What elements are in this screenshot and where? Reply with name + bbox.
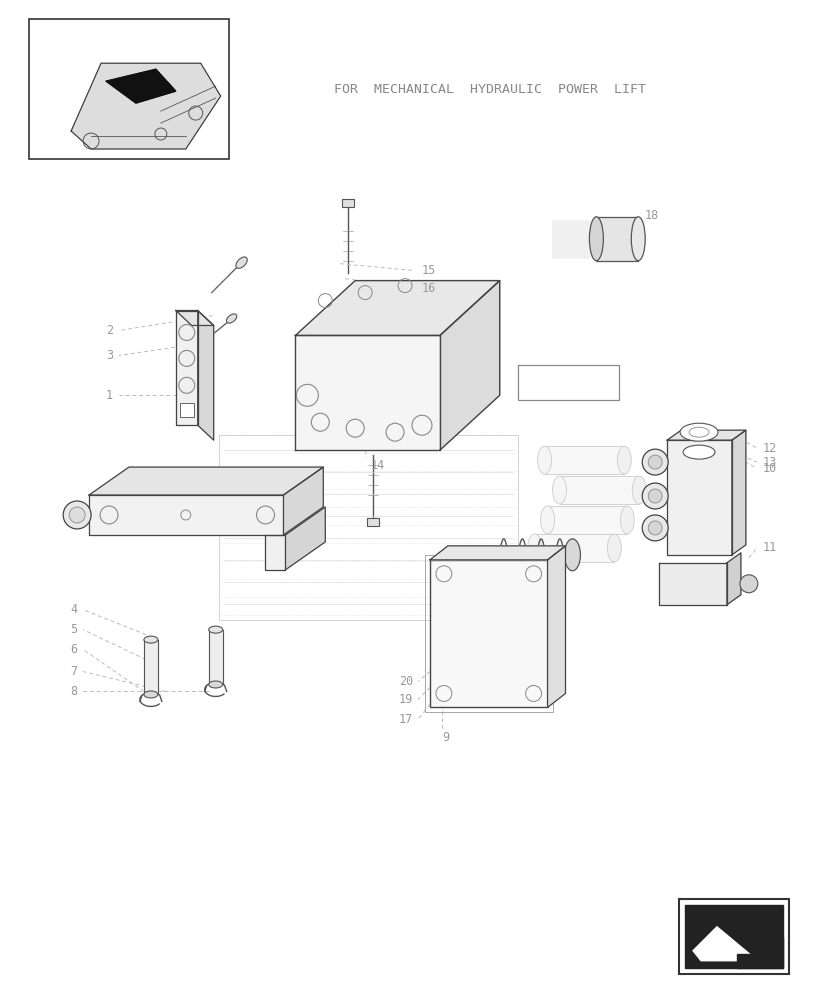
Polygon shape xyxy=(198,311,213,440)
Polygon shape xyxy=(429,546,565,560)
Text: 9: 9 xyxy=(442,731,448,744)
Text: 15: 15 xyxy=(422,264,436,277)
Ellipse shape xyxy=(564,539,580,571)
Ellipse shape xyxy=(682,445,715,459)
Text: 17: 17 xyxy=(399,713,413,726)
Polygon shape xyxy=(534,534,614,562)
Text: 14: 14 xyxy=(370,459,384,472)
Circle shape xyxy=(642,483,667,509)
Bar xyxy=(424,555,552,712)
Circle shape xyxy=(739,575,757,593)
Ellipse shape xyxy=(688,427,708,437)
Polygon shape xyxy=(89,467,323,495)
Polygon shape xyxy=(559,476,638,504)
Text: 18: 18 xyxy=(643,209,657,222)
Ellipse shape xyxy=(589,217,603,261)
Polygon shape xyxy=(544,446,624,474)
Polygon shape xyxy=(551,221,589,257)
Polygon shape xyxy=(547,546,565,707)
Circle shape xyxy=(642,515,667,541)
Ellipse shape xyxy=(630,217,644,261)
Ellipse shape xyxy=(236,257,247,268)
Ellipse shape xyxy=(144,691,158,698)
Ellipse shape xyxy=(527,534,541,562)
Polygon shape xyxy=(547,506,627,534)
Circle shape xyxy=(648,489,662,503)
Bar xyxy=(29,19,228,159)
Circle shape xyxy=(648,521,662,535)
Polygon shape xyxy=(208,630,222,684)
Circle shape xyxy=(63,501,91,529)
Polygon shape xyxy=(684,905,782,968)
Polygon shape xyxy=(692,927,752,967)
Polygon shape xyxy=(667,440,731,555)
Polygon shape xyxy=(71,63,220,149)
Ellipse shape xyxy=(208,681,222,688)
Text: 3: 3 xyxy=(106,349,112,362)
Text: 13: 13 xyxy=(762,456,776,469)
Polygon shape xyxy=(731,430,745,555)
Bar xyxy=(678,899,788,974)
Polygon shape xyxy=(175,311,198,425)
Ellipse shape xyxy=(537,446,551,474)
Text: PAG. 2: PAG. 2 xyxy=(545,377,590,390)
Polygon shape xyxy=(283,467,323,535)
Polygon shape xyxy=(658,563,726,605)
Polygon shape xyxy=(175,311,213,325)
Text: 20: 20 xyxy=(399,675,413,688)
Polygon shape xyxy=(144,640,158,694)
Text: 7: 7 xyxy=(70,665,77,678)
Bar xyxy=(595,217,638,261)
Bar xyxy=(366,518,379,526)
Bar xyxy=(429,560,547,707)
Polygon shape xyxy=(736,937,782,968)
Ellipse shape xyxy=(208,626,222,633)
Polygon shape xyxy=(295,335,439,450)
Ellipse shape xyxy=(679,423,717,441)
Polygon shape xyxy=(439,281,500,450)
Text: 11: 11 xyxy=(762,541,776,554)
Polygon shape xyxy=(285,507,325,570)
Ellipse shape xyxy=(607,534,620,562)
Text: 6: 6 xyxy=(70,643,77,656)
Ellipse shape xyxy=(226,314,237,323)
Text: 5: 5 xyxy=(70,623,77,636)
Polygon shape xyxy=(265,535,285,570)
Text: 2: 2 xyxy=(106,324,112,337)
Text: 4: 4 xyxy=(70,603,77,616)
Polygon shape xyxy=(106,69,175,103)
Ellipse shape xyxy=(552,476,566,504)
Ellipse shape xyxy=(144,636,158,643)
Bar xyxy=(342,199,354,207)
Bar xyxy=(179,403,194,417)
Text: 16: 16 xyxy=(422,282,436,295)
Ellipse shape xyxy=(617,446,630,474)
Polygon shape xyxy=(667,430,745,440)
Text: 12: 12 xyxy=(762,442,776,455)
Text: 10: 10 xyxy=(762,462,776,475)
Polygon shape xyxy=(726,553,740,605)
Circle shape xyxy=(642,449,667,475)
Bar xyxy=(517,365,619,400)
Text: 19: 19 xyxy=(399,693,413,706)
Text: FOR  MECHANICAL  HYDRAULIC  POWER  LIFT: FOR MECHANICAL HYDRAULIC POWER LIFT xyxy=(333,83,645,96)
Circle shape xyxy=(648,455,662,469)
Polygon shape xyxy=(295,281,500,335)
Ellipse shape xyxy=(540,506,554,534)
Ellipse shape xyxy=(632,476,645,504)
Text: 8: 8 xyxy=(70,685,77,698)
Ellipse shape xyxy=(619,506,633,534)
Circle shape xyxy=(69,507,85,523)
Polygon shape xyxy=(89,495,283,535)
Text: 1: 1 xyxy=(106,389,112,402)
